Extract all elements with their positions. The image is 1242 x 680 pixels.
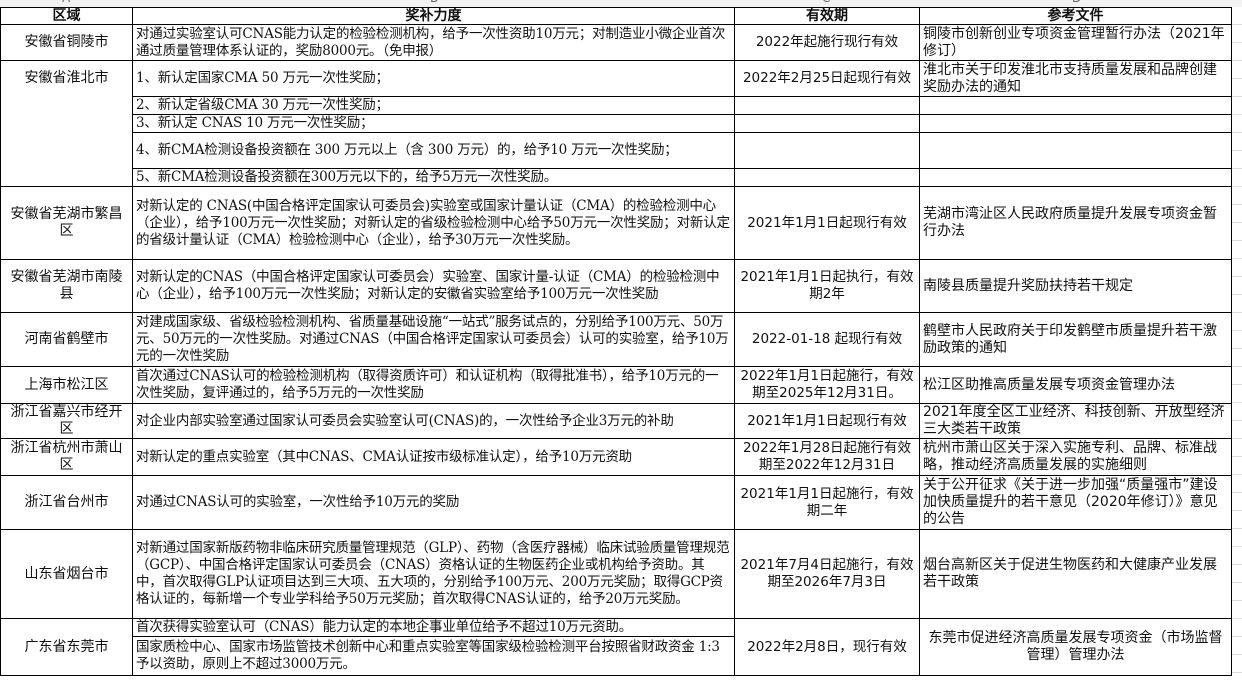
table-row: 河南省鹤壁市 对建成国家级、省级检验检测机构、省质量基础设施“一站式”服务试点的…	[0, 312, 1232, 367]
region-cell[interactable]	[0, 114, 133, 133]
reference-cell[interactable]: 南陵县质量提升奖励扶持若干规定	[919, 259, 1232, 313]
validity-cell[interactable]	[734, 114, 920, 133]
header-row: 区域 奖补力度 有效期 参考文件	[0, 7, 1232, 25]
reward-cell[interactable]: 对企业内部实验室通过国家认可委员会实验室认可(CNAS)的，一次性给予企业3万元…	[132, 403, 735, 439]
validity-cell[interactable]: 2021年1月1日起执行，有效期2年	[734, 259, 920, 313]
table-row: 浙江省台州市 对通过CNAS认可的实验室，一次性给予10万元的奖励 2021年1…	[0, 475, 1232, 530]
region-cell[interactable]: 山东省烟台市	[0, 529, 133, 619]
reference-cell[interactable]	[919, 132, 1232, 169]
reference-cell[interactable]: 芜湖市湾沚区人民政府质量提升发展专项资金暂行办法	[919, 186, 1232, 260]
validity-cell[interactable]	[734, 96, 920, 115]
table-row: 2、新认定省级CMA 30 万元一次性奖励；	[0, 96, 1232, 115]
reward-cell[interactable]: 4、新CMA检测设备投资额在 300 万元以上（含 300 万元）的，给予10 …	[132, 132, 735, 169]
subsidy-table: 区域 奖补力度 有效期 参考文件 安徽省铜陵市 对通过实验室认可CNAS能力认定…	[0, 7, 1232, 676]
table-row: 浙江省杭州市萧山区 对新认定的重点实验室（其中CNAS、CMA认证按市级标准认定…	[0, 438, 1232, 476]
region-cell[interactable]: 浙江省杭州市萧山区	[0, 438, 133, 476]
table-row: 国家质检中心、国家市场监管技术创新中心和重点实验室等国家级检验检测平台按照省财政…	[1, 636, 1232, 676]
reward-cell[interactable]: 国家质检中心、国家市场监管技术创新中心和重点实验室等国家级检验检测平台按照省财政…	[132, 636, 735, 676]
region-cell[interactable]: 安徽省芜湖市繁昌区	[0, 186, 133, 260]
reward-cell[interactable]: 首次获得实验室认可（CNAS）能力认定的本地企事业单位给予不超过10万元资助。	[132, 618, 735, 637]
region-cell[interactable]: 浙江省台州市	[0, 475, 133, 530]
table-row: 安徽省淮北市 1、新认定国家CMA 50 万元一次性奖励； 2022年2月25日…	[0, 60, 1232, 97]
reference-cell[interactable]: 松江区助推高质量发展专项资金管理办法	[919, 366, 1232, 404]
header-reward[interactable]: 奖补力度	[132, 7, 735, 25]
validity-cell[interactable]: 2022年1月28日起施行有效期至2022年12月31日	[734, 438, 920, 476]
reference-cell[interactable]	[919, 168, 1232, 187]
reward-cell[interactable]: 对通过实验室认可CNAS能力认定的检验检测机构，给予一次性资助10万元；对制造业…	[132, 24, 735, 61]
table-row: 山东省烟台市 对新通过国家新版药物非临床研究质量管理规范（GLP）、药物（含医疗…	[0, 529, 1232, 619]
reward-cell[interactable]: 对新认定的重点实验室（其中CNAS、CMA认证按市级标准认定），给予10万元资助	[132, 438, 735, 476]
reference-cell[interactable]	[919, 114, 1232, 133]
region-cell[interactable]: 安徽省芜湖市南陵县	[0, 259, 133, 313]
reward-cell[interactable]: 首次通过CNAS认可的检验检测机构（取得资质许可）和认证机构（取得批准书），给予…	[132, 366, 735, 404]
region-cell[interactable]: 广东省东莞市	[0, 618, 133, 676]
reference-cell[interactable]: 杭州市萧山区关于深入实施专利、品牌、标准战略，推动经济高质量发展的实施细则	[919, 438, 1232, 476]
empty-grid-area	[1231, 7, 1242, 680]
reference-cell[interactable]	[919, 96, 1232, 115]
validity-cell[interactable]: 2022年2月25日起现行有效	[734, 60, 920, 97]
region-cell[interactable]: 上海市松江区	[0, 366, 133, 404]
validity-cell[interactable]: 2022-01-18 起现行有效	[734, 312, 920, 367]
reference-cell[interactable]: 淮北市关于印发淮北市支持质量发展和品牌创建奖励办法的通知	[919, 60, 1232, 97]
header-reference[interactable]: 参考文件	[919, 7, 1232, 25]
reference-cell[interactable]: 2021年度全区工业经济、科技创新、开放型经济三大类若干政策	[919, 403, 1232, 439]
validity-cell[interactable]: 2022年起施行现行有效	[734, 24, 920, 61]
region-cell[interactable]	[0, 96, 133, 115]
column-letter-b[interactable]: B	[430, 0, 438, 5]
column-letter-a[interactable]: A	[62, 0, 70, 5]
column-letter-d[interactable]: D	[1072, 0, 1081, 5]
reference-cell[interactable]: 烟台高新区关于促进生物医药和大健康产业发展若干政策	[919, 529, 1232, 619]
table-row: 安徽省铜陵市 对通过实验室认可CNAS能力认定的检验检测机构，给予一次性资助10…	[0, 24, 1232, 61]
validity-cell[interactable]: 2021年1月1日起现行有效	[734, 403, 920, 439]
reward-cell[interactable]: 3、新认定 CNAS 10 万元一次性奖励；	[132, 114, 735, 133]
reward-cell[interactable]: 对新认定的 CNAS(中国合格评定国家认可委员会)实验室或国家计量认证（CMA）…	[132, 186, 735, 260]
reward-cell[interactable]: 5、新CMA检测设备投资额在300万元以下的，给予5万元一次性奖励。	[132, 168, 735, 187]
reward-cell[interactable]: 对新认定的CNAS（中国合格评定国家认可委员会）实验室、国家计量-认证（CMA）…	[132, 259, 735, 313]
region-cell[interactable]: 浙江省嘉兴市经开区	[0, 403, 133, 439]
validity-cell[interactable]	[734, 168, 920, 187]
reward-cell[interactable]: 2、新认定省级CMA 30 万元一次性奖励；	[132, 96, 735, 115]
validity-cell[interactable]: 2021年1月1日起施行，有效期二年	[734, 475, 920, 530]
table-row: 安徽省芜湖市繁昌区 对新认定的 CNAS(中国合格评定国家认可委员会)实验室或国…	[0, 186, 1232, 260]
validity-cell[interactable]: 2022年1月1日起施行，有效期至2025年12月31日。	[734, 366, 920, 404]
region-cell[interactable]	[0, 168, 133, 187]
reward-cell[interactable]: 对通过CNAS认可的实验室，一次性给予10万元的奖励	[132, 475, 735, 530]
reference-cell[interactable]: 铜陵市创新创业专项资金管理暂行办法（2021年修订）	[919, 24, 1232, 61]
reference-cell[interactable]: 东莞市促进经济高质量发展专项资金（市场监督管理）管理办法	[919, 618, 1232, 676]
reward-cell[interactable]: 对建成国家级、省级检验检测机构、省质量基础设施“一站式”服务试点的，分别给予10…	[132, 312, 735, 367]
table-row: 广东省东莞市 首次获得实验室认可（CNAS）能力认定的本地企事业单位给予不超过1…	[0, 618, 1232, 676]
reward-cell[interactable]: 1、新认定国家CMA 50 万元一次性奖励；	[132, 60, 735, 97]
table-row: 4、新CMA检测设备投资额在 300 万元以上（含 300 万元）的，给予10 …	[0, 132, 1232, 169]
table-row: 5、新CMA检测设备投资额在300万元以下的，给予5万元一次性奖励。	[0, 168, 1232, 187]
table-row: 上海市松江区 首次通过CNAS认可的检验检测机构（取得资质许可）和认证机构（取得…	[0, 366, 1232, 404]
region-cell[interactable]: 安徽省铜陵市	[0, 24, 133, 61]
reward-cell[interactable]: 对新通过国家新版药物非临床研究质量管理规范（GLP）、药物（含医疗器械）临床试验…	[132, 529, 735, 619]
validity-cell[interactable]: 2022年2月8日，现行有效	[734, 618, 920, 676]
region-cell[interactable]: 安徽省淮北市	[0, 60, 133, 97]
region-cell[interactable]: 河南省鹤壁市	[0, 312, 133, 367]
table-row: 浙江省嘉兴市经开区 对企业内部实验室通过国家认可委员会实验室认可(CNAS)的，…	[0, 403, 1232, 439]
table-row: 安徽省芜湖市南陵县 对新认定的CNAS（中国合格评定国家认可委员会）实验室、国家…	[0, 259, 1232, 313]
region-cell[interactable]	[0, 132, 133, 169]
header-region[interactable]: 区域	[0, 7, 133, 25]
validity-cell[interactable]: 2021年7月4日起施行，有效期至2026年7月3日	[734, 529, 920, 619]
column-letter-c[interactable]: C	[822, 0, 830, 5]
validity-cell[interactable]: 2021年1月1日起现行有效	[734, 186, 920, 260]
reference-cell[interactable]: 关于公开征求《关于进一步加强“质量强市”建设加快质量提升的若干意见（2020年修…	[919, 475, 1232, 530]
validity-cell[interactable]	[734, 132, 920, 169]
header-validity[interactable]: 有效期	[734, 7, 920, 25]
reference-cell[interactable]: 鹤壁市人民政府关于印发鹤壁市质量提升若干激励政策的通知	[919, 312, 1232, 367]
table-row: 3、新认定 CNAS 10 万元一次性奖励；	[0, 114, 1232, 133]
